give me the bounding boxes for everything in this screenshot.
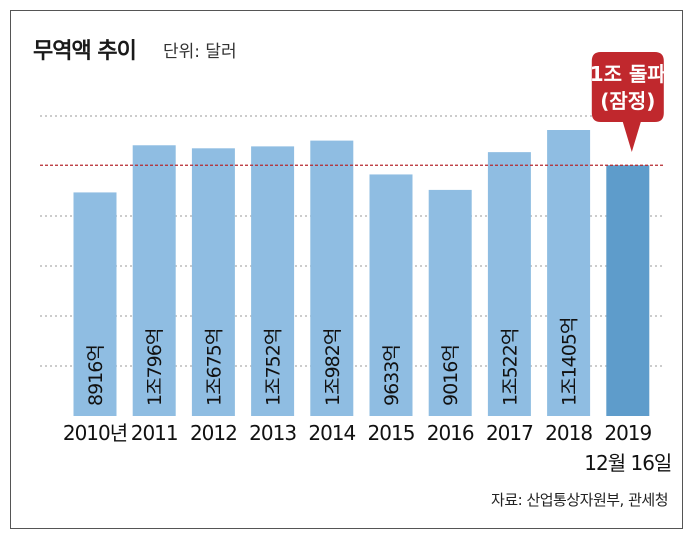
callout-shape <box>591 52 664 152</box>
source-note: 자료: 산업통상자원부, 관세청 <box>491 491 668 509</box>
data-label: 8916억 <box>85 345 107 406</box>
x-tick-label: 2017 <box>486 421 533 445</box>
callout-line1: 1조 돌파 <box>590 62 667 86</box>
x-tick-label: 2010년 <box>63 421 127 445</box>
x-tick-label: 2016 <box>427 421 474 445</box>
bar <box>310 140 354 416</box>
bar <box>251 146 295 416</box>
unit-label: 단위: 달러 <box>163 42 237 62</box>
data-labels: 8916억 1조796억 1조675억 1조752억 1조982억 9633억 9016억 1… <box>85 318 581 406</box>
data-label: 1조522억 <box>499 329 521 406</box>
callout-bubble: 1조 돌파 (잠정) <box>590 52 667 152</box>
data-label: 9016억 <box>440 345 462 406</box>
bar <box>487 152 531 416</box>
data-label: 1조752억 <box>263 329 285 406</box>
x-tick-label: 2012 <box>190 421 237 445</box>
bars <box>73 130 650 416</box>
x-tick-sublabel: 12월 16일 <box>584 451 671 475</box>
chart-title: 무역액 추이 <box>33 39 137 64</box>
data-label: 1조1405억 <box>559 318 581 406</box>
bar <box>191 148 235 416</box>
bar <box>369 174 413 416</box>
bar <box>73 192 117 416</box>
x-tick-label: 2014 <box>308 421 355 445</box>
bar <box>606 165 650 416</box>
data-label: 1조675억 <box>203 329 225 406</box>
data-label: 1조982억 <box>322 329 344 406</box>
bar <box>547 130 591 416</box>
bar <box>132 145 176 416</box>
callout-line2: (잠정) <box>600 89 655 113</box>
x-tick-label: 2011 <box>131 421 178 445</box>
x-tick-label: 2015 <box>368 421 415 445</box>
data-label: 1조796억 <box>144 329 166 406</box>
x-tick-label: 2019 <box>604 421 651 445</box>
bar <box>428 189 472 416</box>
data-label: 9633억 <box>381 345 403 406</box>
x-tick-label: 2013 <box>249 421 296 445</box>
x-tick-labels: 2010년 2011 2012 2013 2014 2015 2016 2017 2018 201… <box>63 421 672 475</box>
x-tick-label: 2018 <box>545 421 592 445</box>
